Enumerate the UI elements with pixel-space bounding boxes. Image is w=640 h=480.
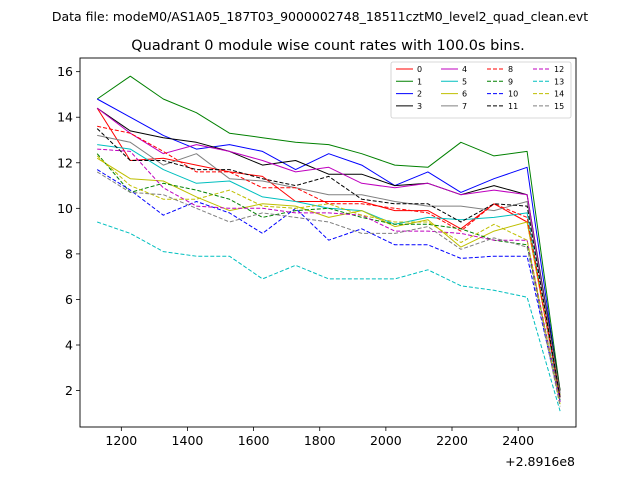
- x-tick-label: 1800: [304, 433, 336, 448]
- series-line-4: [96, 107, 561, 398]
- y-tick-label: 10: [57, 201, 73, 216]
- chart-title: Quadrant 0 module wise count rates with …: [131, 38, 525, 54]
- series-line-9: [96, 153, 561, 400]
- legend-label-0: 0: [417, 65, 422, 74]
- legend-label-6: 6: [462, 90, 467, 99]
- legend-label-13: 13: [554, 77, 564, 86]
- x-tick-label: 2000: [370, 433, 402, 448]
- figure-suptitle: Data file: modeM0/AS1A05_187T03_90000027…: [52, 9, 588, 24]
- x-tick-label: 1400: [172, 433, 204, 448]
- series-line-14: [96, 155, 561, 405]
- series-line-11: [96, 128, 561, 398]
- y-tick-label: 14: [57, 110, 73, 125]
- x-tick-label: 1200: [105, 433, 137, 448]
- y-tick-label: 8: [65, 246, 73, 261]
- legend-label-7: 7: [462, 102, 467, 111]
- legend-label-15: 15: [554, 102, 564, 111]
- legend-label-12: 12: [554, 65, 564, 74]
- legend-label-14: 14: [554, 90, 564, 99]
- series-line-5: [97, 144, 561, 402]
- plot-frame: [79, 57, 577, 428]
- series-line-13: [97, 221, 561, 412]
- legend-label-8: 8: [508, 65, 513, 74]
- x-tick-label: 2200: [436, 433, 468, 448]
- x-tick-label: 1600: [238, 433, 270, 448]
- series-line-1: [96, 75, 561, 391]
- x-offset-label: +2.8916e8: [505, 454, 575, 469]
- series-line-8: [97, 125, 561, 398]
- legend-label-3: 3: [417, 102, 422, 111]
- legend-label-11: 11: [508, 102, 518, 111]
- series-line-0: [96, 107, 561, 398]
- series-line-12: [97, 148, 561, 402]
- series-line-2: [96, 98, 561, 396]
- y-tick-label: 6: [65, 292, 73, 307]
- y-tick-label: 4: [65, 338, 73, 353]
- series-line-15: [96, 171, 561, 407]
- y-tick-label: 16: [57, 64, 73, 79]
- legend-label-1: 1: [417, 77, 422, 86]
- y-tick-label: 12: [57, 155, 73, 170]
- series-layer: [96, 75, 561, 412]
- series-line-3: [96, 107, 561, 391]
- series-line-7: [97, 134, 561, 393]
- series-line-10: [96, 169, 561, 403]
- legend-label-10: 10: [508, 90, 518, 99]
- legend-label-2: 2: [417, 90, 422, 99]
- x-tick-label: 2400: [502, 433, 534, 448]
- legend-label-4: 4: [462, 65, 467, 74]
- legend-label-5: 5: [462, 77, 467, 86]
- legend-label-9: 9: [508, 77, 513, 86]
- y-tick-label: 2: [65, 383, 73, 398]
- legend-box: [390, 61, 572, 119]
